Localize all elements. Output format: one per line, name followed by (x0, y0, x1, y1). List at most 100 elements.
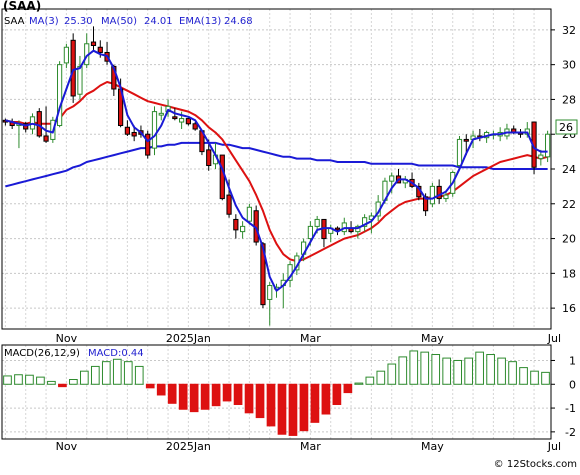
candle-body (131, 131, 137, 137)
candle-body (545, 133, 551, 158)
macd-x-ticks: Nov2025JanMarMayJulSep (56, 440, 561, 453)
candle-body (70, 39, 76, 97)
price-y-tick-label: 20 (562, 233, 576, 246)
macd-bar (486, 354, 495, 385)
candle-body (389, 175, 395, 182)
price-y-tick-label: 28 (562, 93, 576, 106)
macd-bar (398, 356, 408, 385)
macd-x-tick-label: Jul (547, 440, 561, 453)
macd-histogram (3, 350, 550, 436)
price-y-tick-label: 32 (562, 24, 576, 37)
last-price-marker: 26 (555, 119, 578, 135)
ema13-series (5, 81, 548, 263)
macd-bar (354, 382, 364, 385)
macd-bar (80, 370, 89, 385)
macd-bar (530, 370, 539, 385)
last-price-label: 26 (559, 121, 573, 134)
macd-bar (365, 376, 375, 385)
candle-body (172, 116, 178, 120)
macd-bar (145, 383, 155, 389)
macd-panel-frame (1, 344, 552, 440)
macd-bar (277, 383, 287, 435)
macd-bar (332, 383, 342, 405)
candle-body (267, 285, 273, 300)
candle-body (179, 118, 185, 123)
price-x-tick-label: Mar (300, 332, 321, 345)
candle-body (362, 217, 368, 227)
macd-bar (200, 383, 210, 410)
macd-bar (244, 383, 254, 414)
macd-bar (321, 383, 331, 415)
price-x-tick-label: Jul (547, 332, 561, 345)
candle-body (463, 138, 469, 142)
macd-bar (541, 371, 550, 385)
price-x-tick-label: Nov (56, 332, 78, 345)
price-x-tick-label: May (421, 332, 444, 345)
macd-bar (189, 383, 199, 413)
macd-legend: MACD(26,12,9) MACD:0.44 (4, 348, 144, 359)
legend-ema13-label: EMA(13) (179, 16, 221, 27)
macd-bar (58, 383, 67, 388)
macd-bar (299, 383, 309, 432)
price-x-ticks: Nov2025JanMarMayJulSep (56, 332, 561, 345)
ma3-line (5, 49, 548, 292)
macd-bar (343, 383, 353, 394)
legend-ma50-value: 24.01 (144, 16, 173, 27)
macd-bar (497, 357, 506, 385)
candle-body (246, 206, 252, 222)
macd-x-tick-label: May (421, 440, 444, 453)
macd-bar (288, 383, 298, 436)
candle-body (192, 123, 198, 130)
legend-ma3-label: MA(3) (29, 16, 59, 27)
macd-bar (475, 351, 484, 385)
macd-bar (14, 374, 23, 385)
macd-bar (3, 375, 12, 385)
price-y-tick-label: 18 (562, 267, 576, 280)
macd-x-tick-label: 2025Jan (166, 440, 211, 453)
macd-y-tick-label: -1 (565, 402, 576, 415)
macd-x-tick-label: Mar (300, 440, 321, 453)
candle-body (429, 185, 435, 205)
candle-body (97, 46, 103, 53)
candle-body (124, 126, 130, 135)
price-legend: SAA MA(3) 25.30 MA(50) 24.01 EMA(13) 24.… (4, 16, 253, 27)
macd-bar (255, 383, 265, 419)
macd-bar (178, 383, 188, 410)
copyright-footer: © 12Stocks.com (494, 459, 577, 470)
macd-bar (101, 361, 111, 385)
macd-y-tick-label: 1 (569, 354, 576, 367)
macd-x-tick-label: Nov (56, 440, 78, 453)
macd-bar (36, 376, 45, 385)
candle-body (443, 194, 449, 200)
candle-body (77, 65, 83, 95)
candle-body (36, 111, 42, 137)
macd-legend-value: MACD:0.44 (88, 348, 144, 359)
macd-bar (123, 361, 133, 385)
macd-bar (464, 357, 473, 385)
last-price-box (555, 119, 578, 135)
macd-y-tick-label: -2 (565, 426, 576, 439)
price-y-tick-label: 30 (562, 59, 576, 72)
macd-bar (47, 380, 56, 385)
macd-bar (69, 379, 78, 385)
candle-body (233, 218, 239, 231)
macd-y-ticks: -2 -1 0 1 (551, 354, 576, 439)
macd-y-tick-label: 0 (569, 378, 576, 391)
macd-bar (453, 359, 463, 385)
candle-body (314, 218, 320, 227)
macd-bar (222, 383, 232, 402)
macd-bar (420, 351, 430, 385)
ma50-series (5, 141, 548, 188)
macd-bar (233, 383, 243, 405)
candle-body (206, 149, 212, 167)
candle-body (226, 194, 232, 215)
macd-bar (134, 365, 144, 385)
macd-bar (266, 383, 276, 427)
candle-body (219, 154, 225, 200)
ma3-series (5, 49, 548, 292)
chart-title: (SAA) (3, 0, 41, 13)
candle-body (90, 41, 97, 47)
price-y-tick-label: 16 (562, 302, 576, 315)
